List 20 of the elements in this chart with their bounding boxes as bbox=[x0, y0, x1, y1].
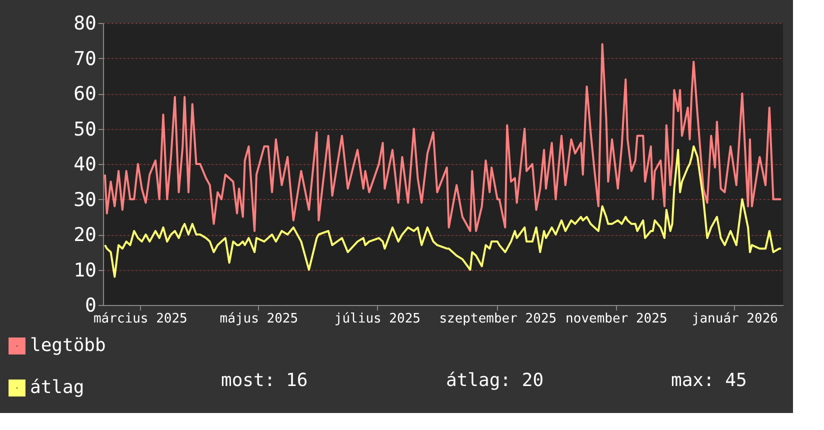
line-series bbox=[104, 145, 782, 278]
text: átlag: 20 bbox=[446, 370, 544, 391]
legend-label: legtöbb bbox=[30, 335, 106, 356]
x-tick-label: szeptember 2025 bbox=[439, 312, 557, 326]
legend-label: átlag bbox=[30, 377, 84, 398]
y-tick-label: 50 bbox=[74, 118, 96, 140]
y-tick-label: 20 bbox=[74, 224, 96, 246]
y-tick-label: 70 bbox=[74, 48, 96, 70]
x-tick-label: május 2025 bbox=[220, 312, 298, 326]
y-tick-label: 30 bbox=[74, 188, 96, 211]
x-tick-label: július 2025 bbox=[334, 312, 420, 326]
x-tick-label: január 2026 bbox=[692, 312, 778, 326]
x-tick-label: november 2025 bbox=[566, 312, 668, 326]
y-tick-label: 60 bbox=[74, 83, 96, 105]
y-tick-label: 40 bbox=[74, 154, 96, 176]
text: max: 45 bbox=[671, 370, 747, 391]
line-series bbox=[104, 43, 782, 232]
y-tick-label: 10 bbox=[74, 259, 96, 282]
text: most: 16 bbox=[221, 370, 308, 391]
y-tick-label: 80 bbox=[74, 12, 96, 34]
